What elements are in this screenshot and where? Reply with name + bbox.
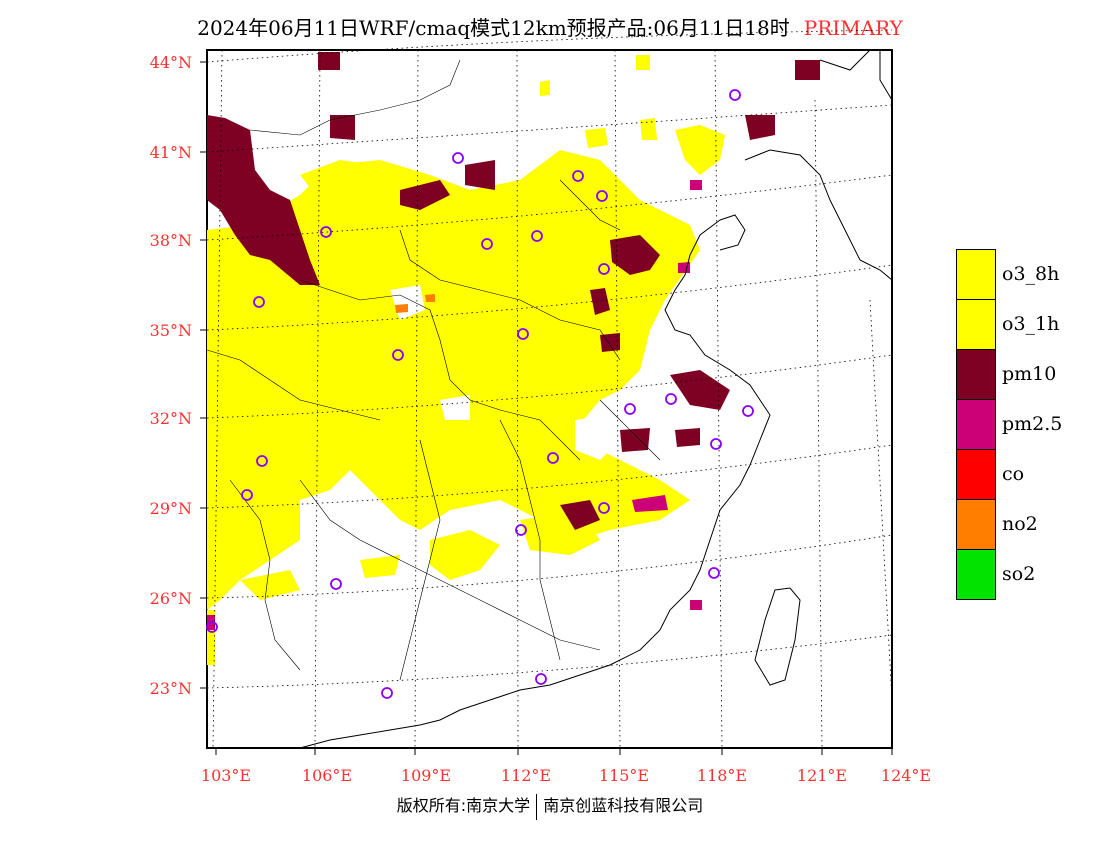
legend-label: o3_8h [1002, 263, 1060, 285]
pm10-region-zhejiang [675, 428, 700, 447]
pm10-region-jiangxi [560, 500, 600, 530]
lat-label: 44°N [150, 53, 192, 72]
legend-swatch [956, 249, 996, 300]
copyright-right: 南京创蓝科技有限公司 [543, 796, 704, 815]
no2-region-2 [425, 294, 435, 302]
city-marker [535, 673, 547, 685]
lon-label: 109°E [401, 766, 451, 785]
o3-region-main [207, 150, 700, 610]
map-title: 2024年06月11日WRF/cmaq模式12km预报产品:06月11日18时 P… [0, 12, 1100, 41]
city-markers [206, 89, 754, 699]
pm2-5-region-2 [678, 262, 690, 273]
city-marker [481, 238, 493, 250]
city-marker [330, 578, 342, 590]
pm10-region-liaoning [745, 115, 775, 140]
city-marker [241, 489, 253, 501]
city-marker [452, 152, 464, 164]
axis-ticks [200, 61, 893, 755]
city-marker [598, 502, 610, 514]
legend-label: pm2.5 [1002, 413, 1063, 435]
pm10-region-inner-mongolia [330, 115, 355, 140]
copyright-left: 版权所有:南京大学 [396, 796, 531, 815]
legend-label: no2 [1002, 513, 1038, 535]
lat-label: 38°N [150, 231, 192, 250]
lon-label: 121°E [797, 766, 847, 785]
pm2-5-region-3 [690, 600, 702, 610]
city-marker [624, 403, 636, 415]
city-marker [710, 438, 722, 450]
legend-label: so2 [1002, 563, 1036, 585]
lat-label: 23°N [150, 679, 192, 698]
lat-label: 29°N [150, 499, 192, 518]
pm10-region-north-top [318, 52, 340, 70]
city-marker [596, 190, 608, 202]
city-marker [729, 89, 741, 101]
lat-label: 35°N [150, 321, 192, 340]
pm2-5-region-5 [690, 180, 702, 190]
o3-region-northeast [675, 125, 725, 175]
lon-label: 103°E [201, 766, 251, 785]
lat-label: 41°N [150, 143, 192, 162]
o3-region-misc-5 [636, 55, 650, 70]
pm10-region-northwest [207, 115, 320, 285]
lon-label: 118°E [697, 766, 747, 785]
city-marker [517, 328, 529, 340]
pm10-region-hebei [400, 180, 450, 210]
city-marker [531, 230, 543, 242]
city-marker [256, 455, 268, 467]
pm10-region-beijing [465, 160, 495, 190]
legend-swatch [956, 499, 996, 550]
city-marker [392, 349, 404, 361]
city-marker [665, 393, 677, 405]
city-marker [708, 567, 720, 579]
lat-label: 32°N [150, 409, 192, 428]
pm10-region-shandong [590, 288, 610, 315]
footer-divider [536, 793, 538, 820]
pm10-region-jiangsu [670, 370, 730, 410]
pm10-region-hubei [620, 428, 650, 452]
lat-label: 26°N [150, 589, 192, 608]
legend-swatch [956, 449, 996, 500]
city-marker [598, 263, 610, 275]
copyright-footer: 版权所有:南京大学 南京创蓝科技有限公司 [0, 792, 1100, 820]
o3-region-misc-3 [640, 118, 657, 140]
lon-label: 112°E [501, 766, 551, 785]
pm10-region-northchina [610, 235, 660, 275]
legend-label: o3_1h [1002, 313, 1060, 335]
legend-swatch [956, 349, 996, 400]
o3-region-misc-2 [585, 128, 608, 148]
legend-label: pm10 [1002, 363, 1057, 385]
coastline [299, 49, 893, 749]
title-main: 2024年06月11日WRF/cmaq模式12km预报产品:06月11日18时 [197, 16, 790, 40]
legend-label: co [1002, 463, 1025, 485]
city-marker [320, 226, 332, 238]
city-marker [381, 687, 393, 699]
graticule [206, 29, 893, 749]
city-marker [742, 405, 754, 417]
lon-label: 106°E [302, 766, 352, 785]
o3-region-south-1 [430, 530, 500, 580]
city-marker [206, 621, 218, 633]
title-tag: PRIMARY [803, 16, 903, 40]
lon-label: 124°E [881, 766, 931, 785]
legend-swatch [956, 299, 996, 350]
o3-region-misc-1 [360, 555, 400, 578]
city-marker [547, 452, 559, 464]
legend-swatch [956, 549, 996, 600]
city-marker [515, 524, 527, 536]
city-marker [572, 170, 584, 182]
legend-swatch [956, 399, 996, 450]
pm10-region-ne-border [795, 60, 820, 80]
city-marker [253, 296, 265, 308]
no2-region-1 [395, 304, 408, 313]
o3-region-south-3 [240, 570, 300, 600]
o3-region-misc-4 [540, 80, 550, 96]
lon-label: 115°E [599, 766, 649, 785]
province-borders [206, 59, 661, 681]
pm2-5-region-1 [632, 495, 668, 512]
